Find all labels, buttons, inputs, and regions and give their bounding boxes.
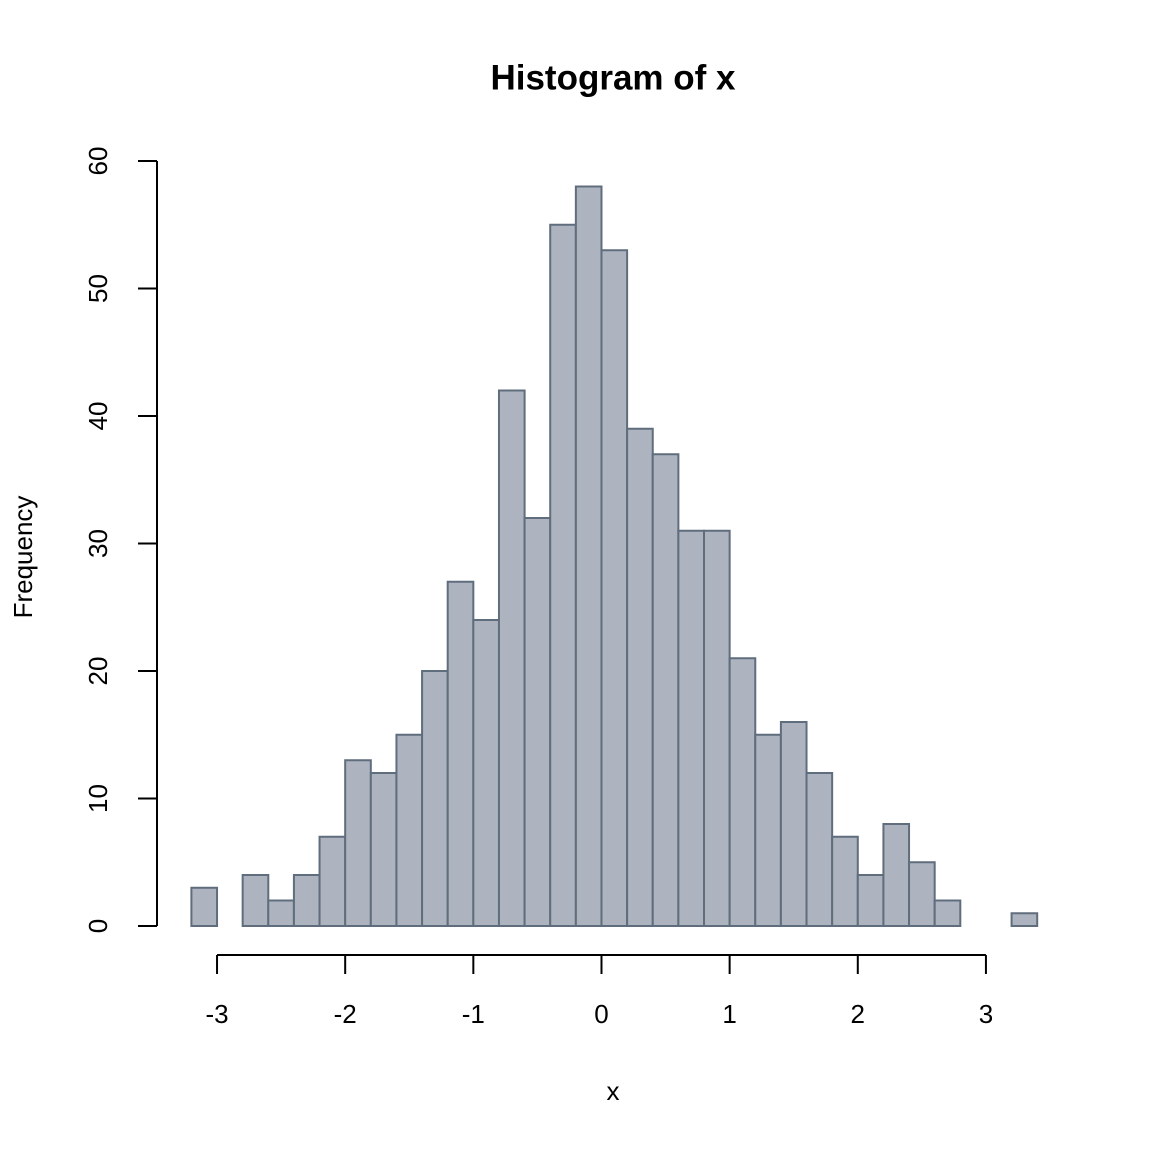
bar: [241, 874, 270, 927]
y-tick-label: 30: [83, 529, 113, 558]
x-tick-label: 0: [594, 999, 608, 1029]
bar: [831, 835, 859, 927]
bar: [882, 823, 911, 927]
y-tick-label: 40: [83, 402, 113, 431]
bar: [292, 874, 321, 927]
bar: [805, 772, 834, 927]
bar: [472, 619, 500, 927]
x-tick-label: 3: [979, 999, 993, 1029]
y-tick-label: 20: [83, 657, 113, 686]
x-tick-label: 2: [851, 999, 865, 1029]
bar: [754, 733, 782, 927]
bar: [600, 249, 629, 927]
bar: [856, 874, 885, 927]
bar: [446, 580, 475, 927]
bar: [933, 899, 962, 927]
y-tick-label: 50: [83, 274, 113, 303]
bar: [703, 529, 731, 927]
bar: [626, 427, 654, 927]
y-axis-label: Frequency: [8, 496, 38, 619]
x-tick-label: -1: [462, 999, 485, 1029]
bar: [728, 657, 757, 927]
y-tick-label: 60: [83, 147, 113, 176]
bar: [267, 899, 295, 927]
bar: [344, 759, 372, 927]
x-tick-label: -3: [205, 999, 228, 1029]
y-tick-label: 0: [83, 919, 113, 933]
bar: [523, 517, 552, 927]
bar: [574, 185, 603, 927]
bar: [779, 721, 808, 927]
bar: [421, 670, 449, 927]
bar: [190, 886, 219, 927]
x-tick-label: -2: [334, 999, 357, 1029]
y-tick-label: 10: [83, 784, 113, 813]
bar: [1010, 912, 1039, 927]
bar: [369, 772, 398, 927]
bar: [908, 861, 936, 927]
bar: [549, 223, 577, 927]
bar: [318, 835, 347, 927]
x-axis-label: x: [607, 1076, 620, 1106]
x-tick-label: 1: [722, 999, 736, 1029]
bar: [497, 389, 526, 927]
bar: [677, 529, 706, 927]
bar: [651, 453, 680, 927]
bar: [395, 733, 424, 927]
chart-title: Histogram of x: [490, 58, 736, 97]
